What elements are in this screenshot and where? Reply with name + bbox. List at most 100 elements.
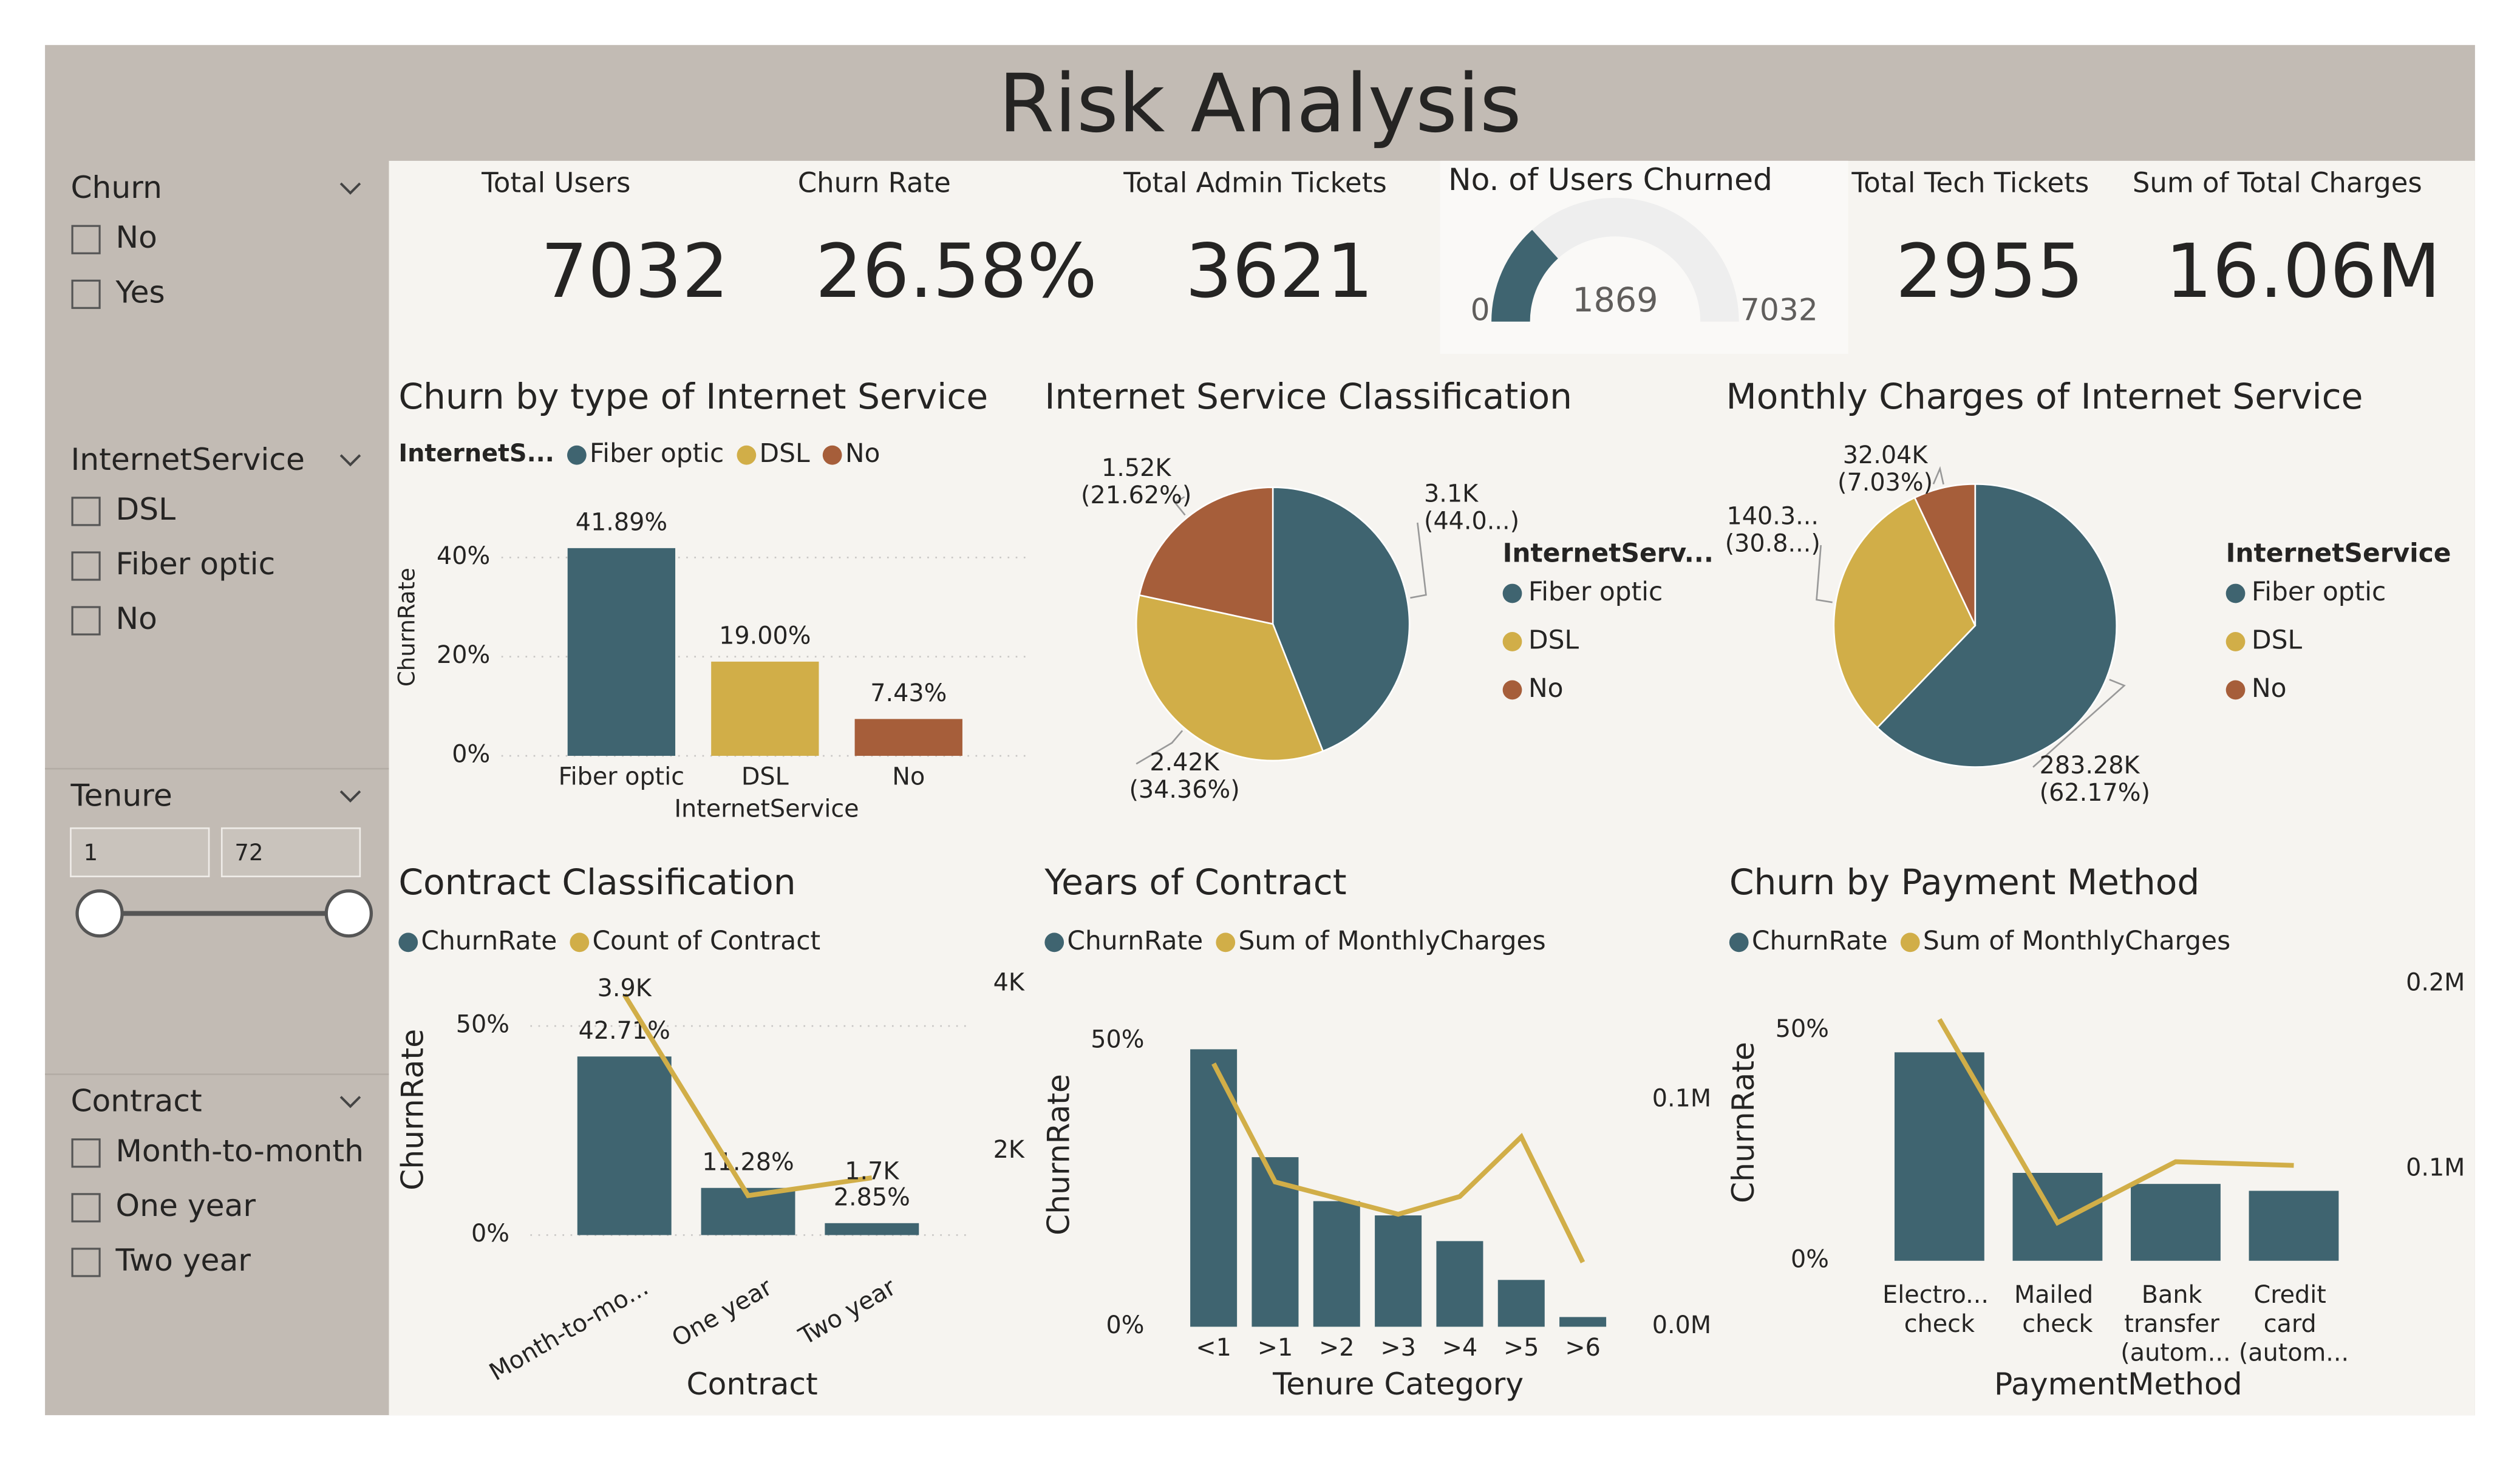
chart-title: Monthly Charges of Internet Service <box>1726 376 2363 417</box>
data-label-percent: (34.36%) <box>1129 776 1239 804</box>
filter-chevron[interactable] <box>339 182 361 195</box>
filter-chevron[interactable] <box>339 790 361 803</box>
checkbox[interactable] <box>71 225 101 254</box>
legend-label: DSL <box>1528 625 1579 654</box>
legend-label: Sum of MonthlyCharges <box>1923 926 2230 956</box>
x-tick-label: DSL <box>741 763 789 791</box>
bar <box>1313 1201 1360 1327</box>
x-tick-label: >5 <box>1503 1334 1539 1362</box>
line <box>622 993 873 1198</box>
data-label: 7.43% <box>870 679 947 707</box>
chart-title: Churn by Payment Method <box>1729 861 2199 903</box>
x-tick-label: No <box>892 763 925 791</box>
legend-marker <box>1044 932 1064 953</box>
y2-tick-label: 0.2M <box>2406 969 2465 997</box>
leader-line <box>1173 496 1186 516</box>
x-tick-label: >6 <box>1565 1334 1601 1362</box>
range-input[interactable] <box>220 827 361 878</box>
y2-tick-label: 2K <box>993 1136 1025 1164</box>
legend-label: DSL <box>760 438 810 468</box>
kpi-label: Churn Rate <box>798 167 951 199</box>
pie-slice <box>1135 594 1324 762</box>
legend-marker <box>1216 932 1236 953</box>
legend-marker <box>822 445 842 465</box>
data-label: 11.28% <box>702 1149 794 1177</box>
data-label: 140.3... <box>1727 502 1819 530</box>
x-axis-label: PaymentMethod <box>1994 1366 2242 1402</box>
x-axis-label: Contract <box>687 1366 818 1402</box>
legend-marker <box>567 445 587 465</box>
filter-option: Month-to-month <box>116 1133 364 1169</box>
y-axis-label: ChurnRate <box>1725 1042 1761 1203</box>
bar <box>2249 1190 2339 1261</box>
pie-slice <box>1913 483 1977 627</box>
data-label: 1.52K <box>1102 454 1171 482</box>
range-value: 1 <box>84 840 98 866</box>
gauge-track <box>1491 197 1739 322</box>
leader-line <box>2032 679 2126 768</box>
legend-marker <box>2225 680 2246 700</box>
checkbox[interactable] <box>71 606 101 636</box>
data-label: 32.04K <box>1843 441 1929 469</box>
legend-label: No <box>845 438 880 468</box>
legend-marker <box>1729 932 1749 953</box>
bar <box>2131 1184 2221 1261</box>
data-label-percent: (7.03%) <box>1837 469 1933 497</box>
x-axis-label: Tenure Category <box>1272 1366 1524 1402</box>
x-tick-label: Electro... check <box>1882 1281 1996 1338</box>
chart-title: Years of Contract <box>1044 861 1346 903</box>
kpi-label: Sum of Total Charges <box>2133 167 2422 199</box>
legend-label: ChurnRate <box>1752 926 1888 956</box>
bar <box>825 1223 919 1235</box>
data-label-percent: (44.0...) <box>1424 507 1519 535</box>
checkbox[interactable] <box>71 497 101 526</box>
legend-marker <box>2225 632 2246 651</box>
bar <box>567 548 676 756</box>
legend-label: Fiber optic <box>1528 577 1663 606</box>
pie-slice <box>1272 486 1411 753</box>
filter-chevron[interactable] <box>339 1096 361 1109</box>
leader-line <box>1410 522 1427 599</box>
checkbox[interactable] <box>71 279 101 309</box>
y-axis-label: ChurnRate <box>394 568 420 687</box>
gauge-max: 7032 <box>1740 291 1818 327</box>
checkbox[interactable] <box>71 1193 101 1223</box>
slider-handle[interactable] <box>324 889 373 938</box>
bar <box>1436 1241 1483 1327</box>
line <box>1211 1062 1585 1264</box>
data-label-percent: (62.17%) <box>2040 779 2150 807</box>
filter-title: Contract <box>70 1083 202 1119</box>
data-label: 41.89% <box>576 509 667 537</box>
legend-label: Fiber optic <box>590 438 724 468</box>
filter-title: Tenure <box>70 777 172 813</box>
bar <box>577 1056 672 1235</box>
x-tick-label: Credit card (autom... <box>2239 1281 2349 1367</box>
legend-label: DSL <box>2252 625 2302 654</box>
leader-line <box>1816 545 1833 603</box>
data-label: 1.7K <box>845 1158 899 1186</box>
legend-label: Fiber optic <box>2252 577 2386 606</box>
kpi-value: 16.06M <box>2165 228 2441 314</box>
kpi-label: Total Tech Tickets <box>1851 167 2089 199</box>
checkbox[interactable] <box>71 551 101 581</box>
range-input[interactable] <box>70 827 210 878</box>
y2-tick-label: 0.0M <box>1652 1311 1711 1339</box>
filter-option: Fiber optic <box>116 546 276 582</box>
x-tick-label: >4 <box>1442 1334 1478 1362</box>
kpi-value: 3621 <box>1185 228 1374 314</box>
slider-handle[interactable] <box>75 889 124 938</box>
kpi-value: 26.58% <box>816 228 1097 314</box>
data-label-percent: (30.8...) <box>1725 530 1820 558</box>
gauge-title: No. of Users Churned <box>1448 161 1773 197</box>
checkbox[interactable] <box>71 1138 101 1168</box>
y-tick-label: 0% <box>1791 1245 1829 1273</box>
x-axis-label: InternetService <box>674 795 859 823</box>
kpi-label: Total Users <box>481 167 630 199</box>
data-label: 2.42K <box>1149 749 1219 776</box>
filter-chevron[interactable] <box>339 454 361 467</box>
filter-title: InternetService <box>70 441 304 477</box>
data-label: 283.28K <box>2040 752 2140 779</box>
checkbox[interactable] <box>71 1248 101 1277</box>
